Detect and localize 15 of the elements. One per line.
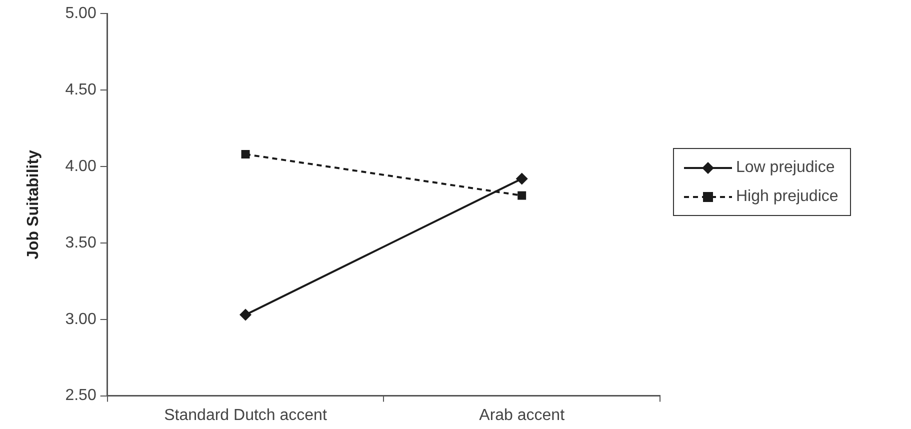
point	[516, 172, 528, 185]
y-tick-label: 4.50	[65, 81, 96, 98]
y-tick-label: 4.00	[65, 158, 96, 175]
legend-label: Low prejudice	[736, 158, 835, 176]
x-tick-label: Arab accent	[479, 406, 566, 424]
y-tick-label: 3.00	[65, 310, 96, 328]
point	[241, 150, 250, 158]
legend-label: High prejudice	[736, 188, 838, 206]
y-axis-title: Job Suitability	[25, 150, 42, 260]
y-tick-label: 2.50	[65, 387, 96, 404]
point	[240, 308, 252, 321]
y-tick-label: 5.00	[65, 5, 96, 22]
y-tick-label: 3.50	[65, 234, 96, 252]
x-tick-label: Standard Dutch accent	[164, 406, 328, 424]
point	[518, 191, 526, 200]
